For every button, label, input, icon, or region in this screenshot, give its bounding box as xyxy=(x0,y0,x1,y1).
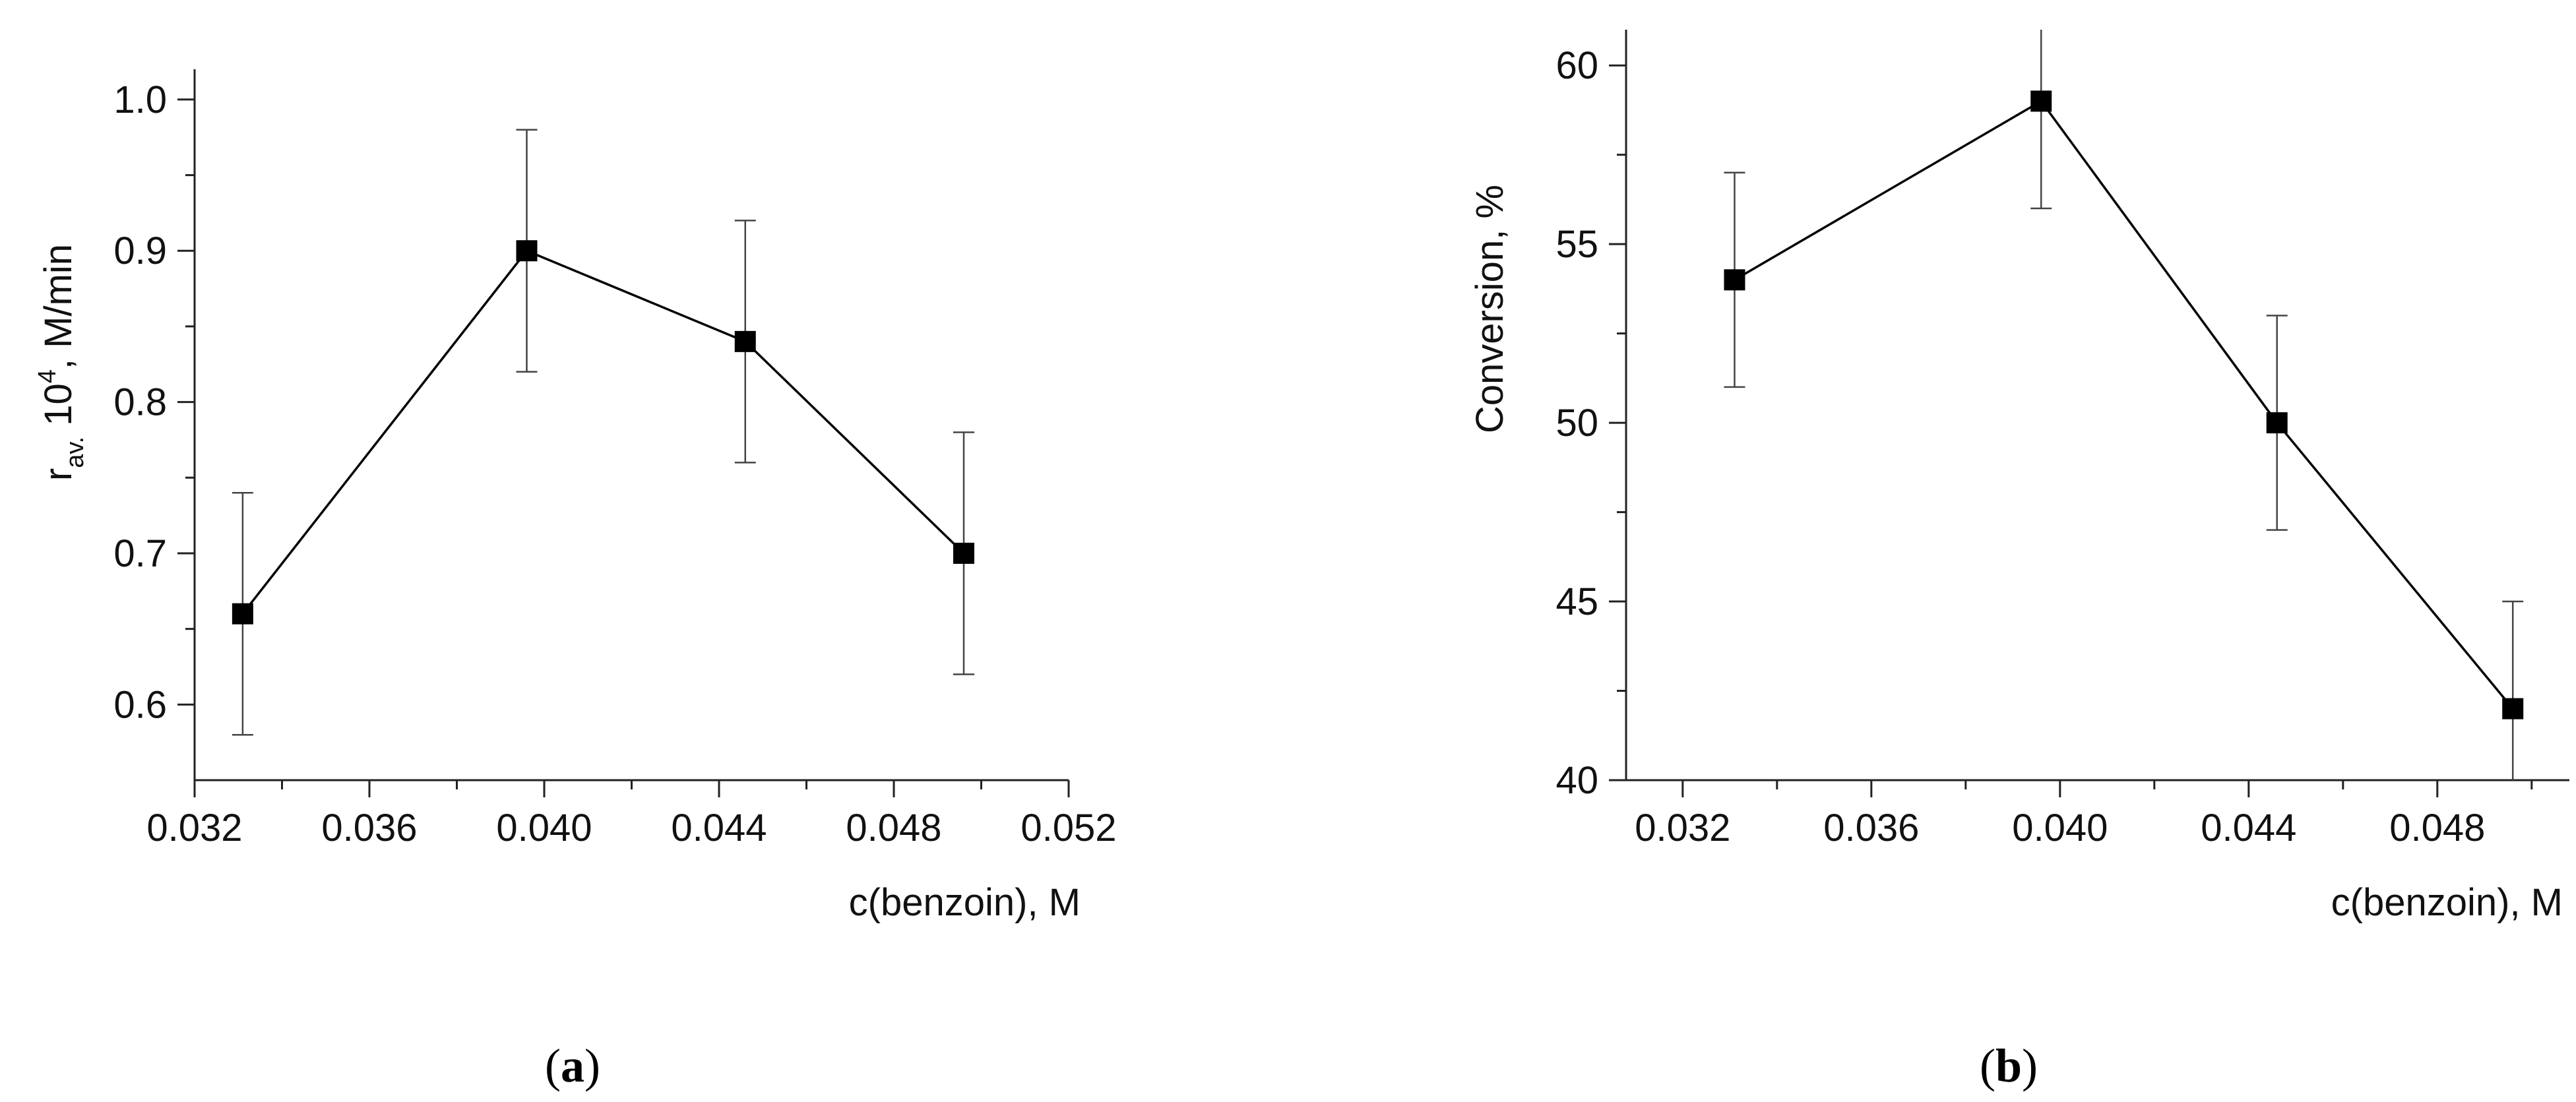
panel-a-chart: 0.032 0.036 0.040 0.044 0.048 0.052 0.6 0.7 0.8 0… xyxy=(34,69,1117,1092)
data-point xyxy=(232,603,253,625)
x-tick-label: 0.048 xyxy=(846,807,941,849)
panel-b-chart: 0.032 0.036 0.040 0.044 0.048 40 45 50 55 60 c(ben… xyxy=(1468,30,2569,1092)
y-axis-title-middle: 10 xyxy=(37,383,80,437)
data-point xyxy=(1724,269,1745,291)
x-tick-label: 0.052 xyxy=(1021,807,1116,849)
x-tick-label: 0.048 xyxy=(2389,807,2485,849)
panel-label-close-paren: ) xyxy=(2022,1039,2038,1092)
x-axis-title: c(benzoin), M xyxy=(849,881,1081,924)
x-tick-label: 0.044 xyxy=(671,807,767,849)
x-tick-label: 0.044 xyxy=(2201,807,2296,849)
panel-label-open-paren: ( xyxy=(1980,1039,1995,1092)
series-line xyxy=(1734,100,2514,710)
data-point xyxy=(516,240,538,262)
x-axis-title: c(benzoin), M xyxy=(2331,881,2563,924)
y-axis-title-symbol: Conversion, % xyxy=(1468,185,1511,433)
data-point xyxy=(2030,90,2052,112)
x-tick-label: 0.036 xyxy=(1823,807,1919,849)
y-axis-title: Conversion, % xyxy=(1468,185,1511,433)
y-tick-label: 0.9 xyxy=(113,230,167,272)
panel-label-letter: a xyxy=(561,1039,584,1092)
data-point xyxy=(2502,698,2524,719)
y-axis-title-rest: , M/min xyxy=(37,244,80,369)
x-tick-label: 0.036 xyxy=(321,807,417,849)
x-tick-label: 0.040 xyxy=(2012,807,2108,849)
series-line xyxy=(241,249,965,615)
y-tick-label: 0.6 xyxy=(113,683,167,726)
y-tick-label: 60 xyxy=(1555,44,1598,87)
y-axis-title-superscript: 4 xyxy=(34,369,61,383)
y-axis-title-subscript: av. xyxy=(61,437,89,468)
panel-label: (a) xyxy=(545,1039,600,1092)
y-axis-title-symbol: r xyxy=(37,468,80,481)
panel-label: (b) xyxy=(1980,1039,2038,1092)
y-tick-label: 55 xyxy=(1555,223,1598,266)
y-tick-label: 40 xyxy=(1555,759,1598,802)
y-tick-label: 1.0 xyxy=(113,78,167,121)
data-point xyxy=(2266,412,2288,434)
x-tick-label: 0.032 xyxy=(1635,807,1730,849)
y-axis-title: rav. 104, M/min xyxy=(34,244,89,481)
x-tick-label: 0.040 xyxy=(496,807,592,849)
x-tick-label: 0.032 xyxy=(146,807,242,849)
panel-label-close-paren: ) xyxy=(584,1039,600,1092)
panel-label-letter: b xyxy=(1995,1039,2022,1092)
y-tick-label: 50 xyxy=(1555,402,1598,444)
data-point xyxy=(953,542,974,564)
y-tick-label: 0.8 xyxy=(113,381,167,424)
panel-label-open-paren: ( xyxy=(545,1039,561,1092)
data-point xyxy=(734,330,756,352)
y-tick-label: 0.7 xyxy=(113,532,167,575)
y-tick-label: 45 xyxy=(1555,580,1598,623)
